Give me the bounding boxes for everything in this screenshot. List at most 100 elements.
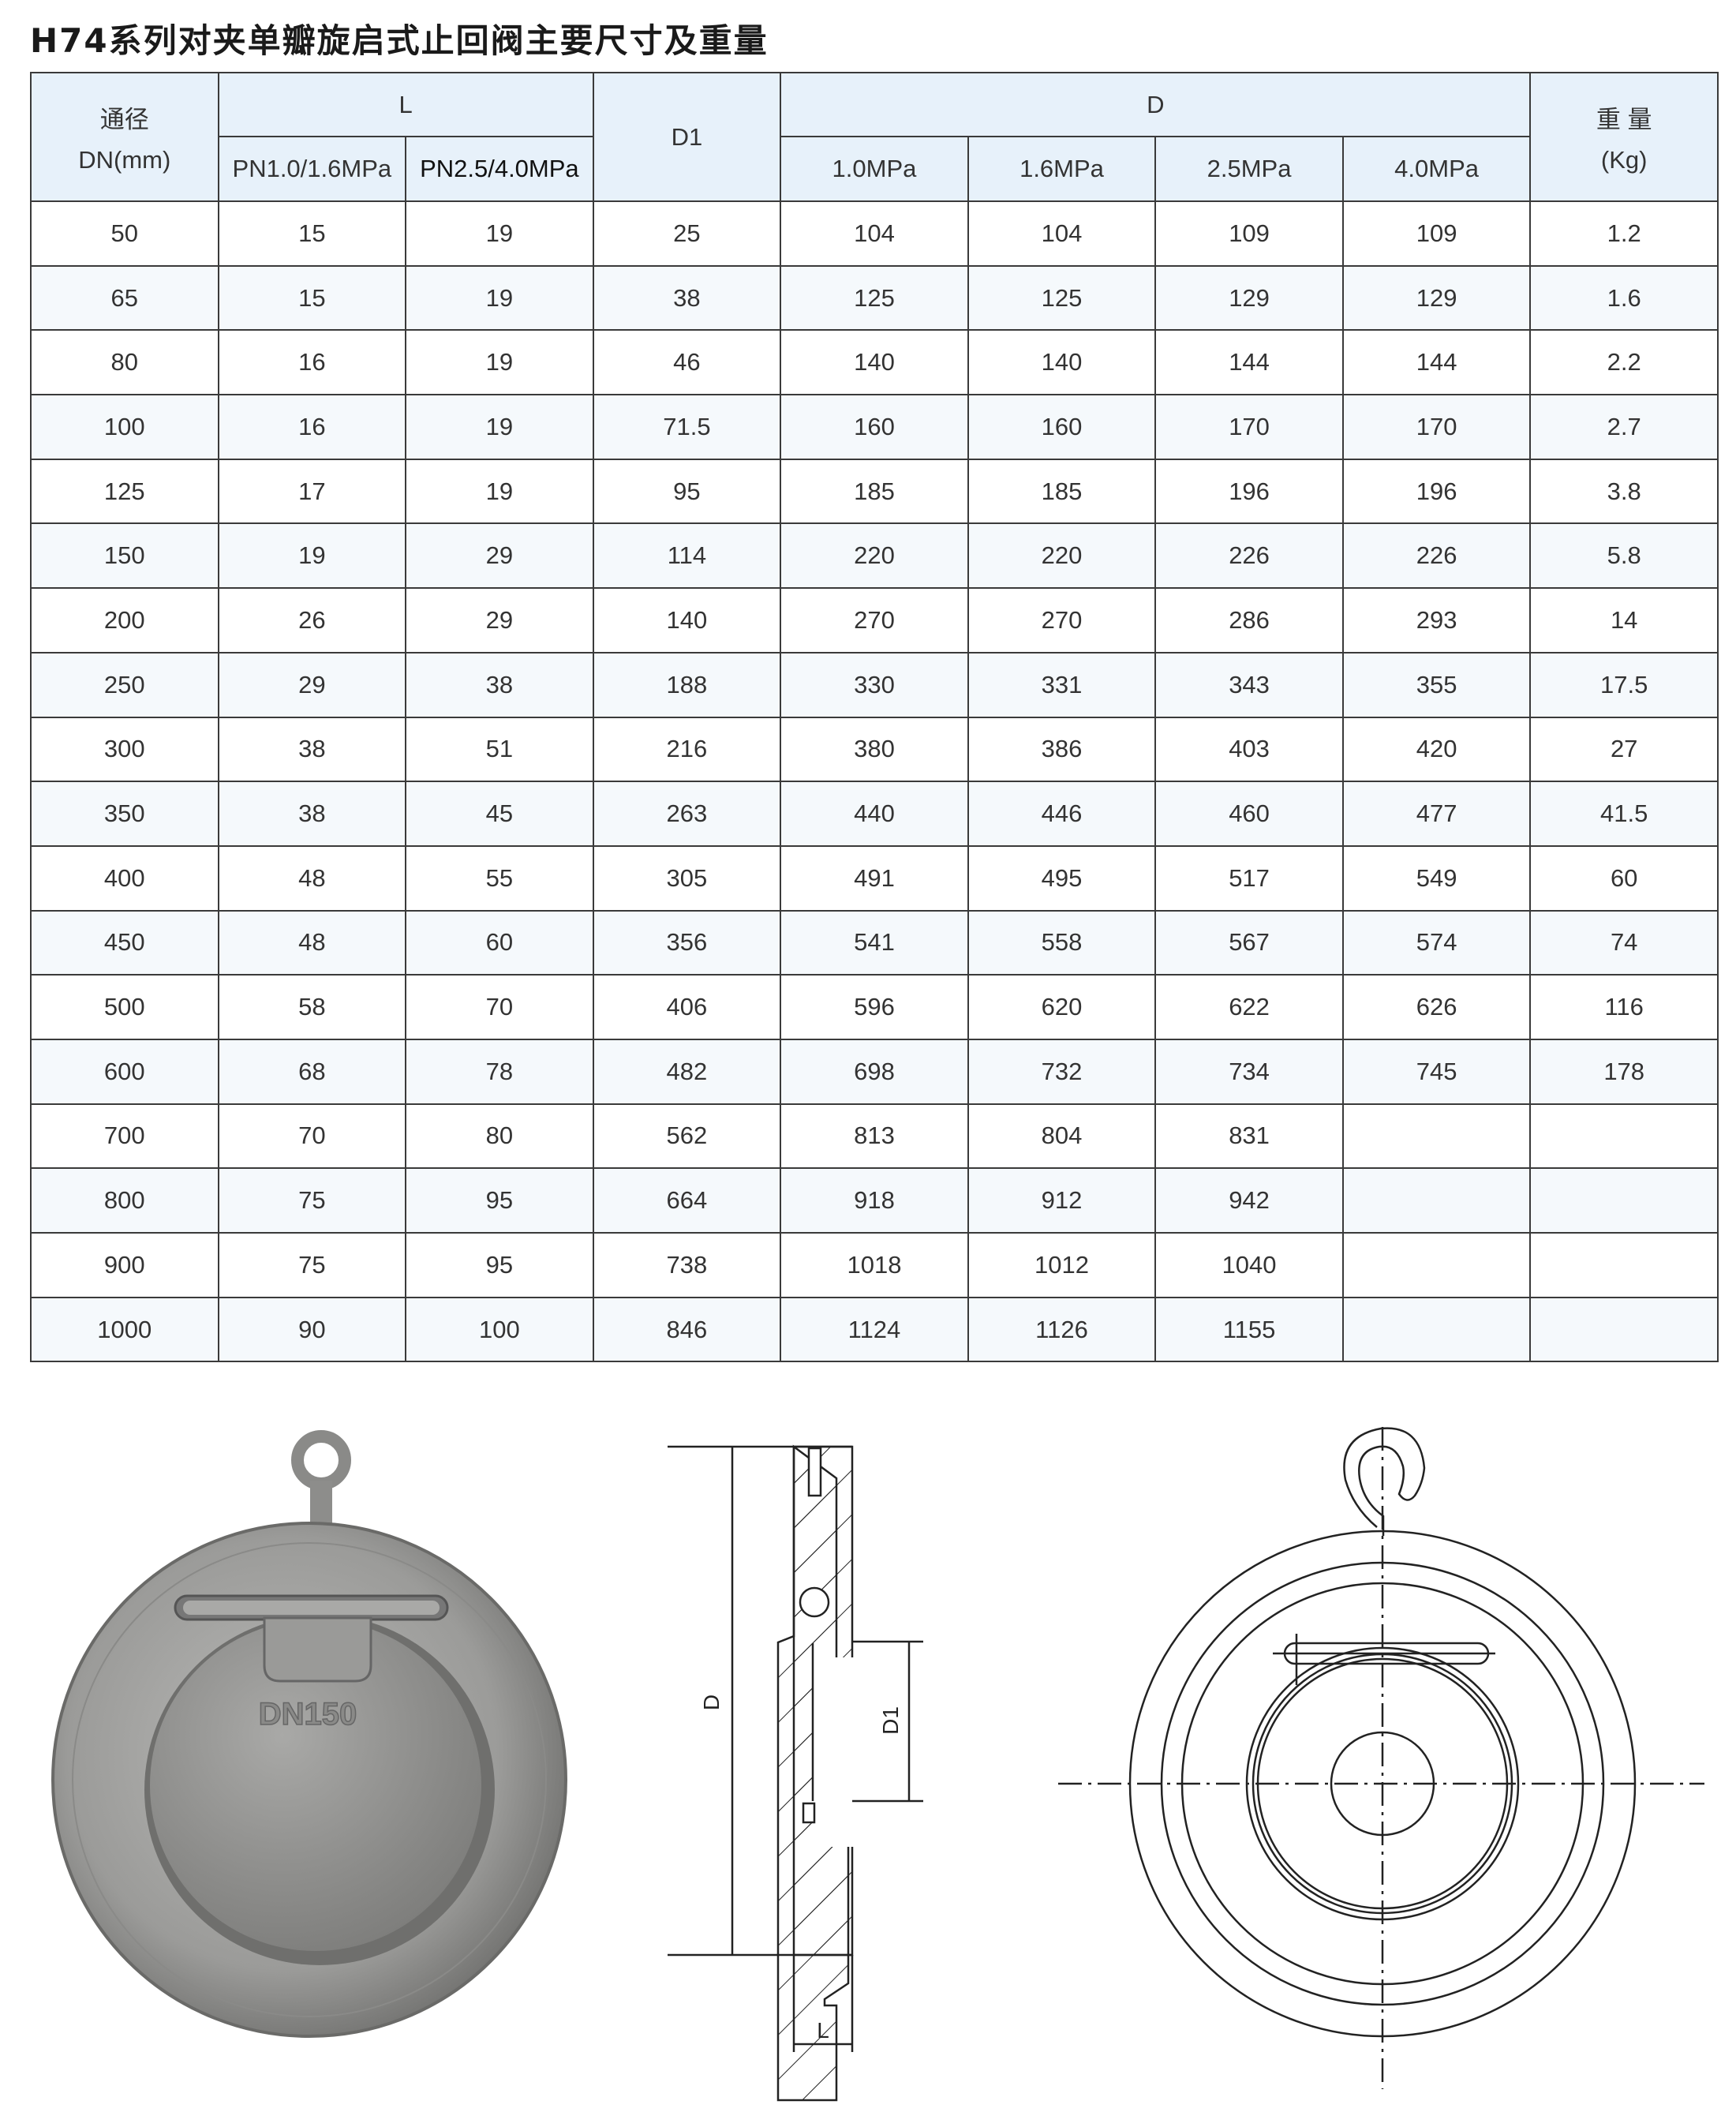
section-drawing: D D1 L bbox=[668, 1444, 923, 2102]
cell-D-10: 220 bbox=[780, 522, 969, 590]
header-L-pn16: PN1.0/1.6MPa bbox=[217, 136, 407, 202]
cell-dn: 600 bbox=[30, 1038, 219, 1105]
cell-D-16: 1126 bbox=[967, 1296, 1157, 1363]
cell-weight: 1.2 bbox=[1529, 200, 1719, 267]
cell-D-25: 622 bbox=[1154, 974, 1344, 1040]
cell-L-pn16: 15 bbox=[217, 264, 407, 331]
hook-icon bbox=[1343, 1427, 1426, 1536]
cell-D-40: 129 bbox=[1341, 264, 1532, 331]
cell-L-pn16: 29 bbox=[217, 651, 407, 718]
cell-D-25: 109 bbox=[1154, 200, 1344, 267]
table-row: 1000 90 100 846 1124 1126 1155 bbox=[30, 1296, 1719, 1363]
cell-D-40 bbox=[1341, 1232, 1532, 1298]
cell-weight: 5.8 bbox=[1529, 522, 1719, 590]
photo-marking: DN150 bbox=[259, 1697, 357, 1732]
cell-D-10: 125 bbox=[780, 264, 969, 331]
cell-weight bbox=[1529, 1167, 1719, 1234]
cell-D-16: 732 bbox=[967, 1038, 1157, 1105]
cell-D-25: 831 bbox=[1154, 1103, 1344, 1170]
cell-D-25: 129 bbox=[1154, 264, 1344, 331]
cell-weight: 74 bbox=[1529, 909, 1719, 976]
cell-D-40: 196 bbox=[1341, 458, 1532, 525]
cell-weight: 178 bbox=[1529, 1038, 1719, 1105]
cell-D1: 188 bbox=[592, 651, 782, 718]
cell-L-pn16: 90 bbox=[217, 1296, 407, 1363]
table-row: 100 16 19 71.5 160 160 170 170 2.7 bbox=[30, 394, 1719, 460]
cell-L-pn16: 75 bbox=[217, 1167, 407, 1234]
cell-L-pn40: 80 bbox=[405, 1103, 594, 1170]
cell-D1: 356 bbox=[592, 909, 782, 976]
table-row: 800 75 95 664 918 912 942 bbox=[30, 1167, 1719, 1234]
cell-D-40: 477 bbox=[1341, 781, 1532, 847]
cell-D-25: 343 bbox=[1154, 651, 1344, 718]
cell-weight: 116 bbox=[1529, 974, 1719, 1040]
cell-weight: 17.5 bbox=[1529, 651, 1719, 718]
cell-L-pn40: 45 bbox=[405, 781, 594, 847]
cell-weight: 3.8 bbox=[1529, 458, 1719, 525]
header-D: D bbox=[780, 72, 1532, 137]
cell-dn: 1000 bbox=[30, 1296, 219, 1363]
cell-D-40: 109 bbox=[1341, 200, 1532, 267]
table-row: 125 17 19 95 185 185 196 196 3.8 bbox=[30, 458, 1719, 525]
cell-D1: 664 bbox=[592, 1167, 782, 1234]
cell-L-pn16: 38 bbox=[217, 716, 407, 783]
cell-D-10: 491 bbox=[780, 844, 969, 912]
cell-L-pn16: 16 bbox=[217, 394, 407, 460]
cell-D-16: 912 bbox=[967, 1167, 1157, 1234]
cell-L-pn16: 68 bbox=[217, 1038, 407, 1105]
cell-D-25: 170 bbox=[1154, 394, 1344, 460]
cell-D-40 bbox=[1341, 1167, 1532, 1234]
table-row: 80 16 19 46 140 140 144 144 2.2 bbox=[30, 329, 1719, 396]
cell-D1: 140 bbox=[592, 587, 782, 653]
cell-dn: 500 bbox=[30, 974, 219, 1040]
cell-L-pn40: 60 bbox=[405, 909, 594, 976]
table-row: 250 29 38 188 330 331 343 355 17.5 bbox=[30, 651, 1719, 718]
cell-L-pn40: 38 bbox=[405, 651, 594, 718]
header-L: L bbox=[217, 72, 594, 137]
cell-D-10: 440 bbox=[780, 781, 969, 847]
cell-D1: 216 bbox=[592, 716, 782, 783]
cell-D-16: 220 bbox=[967, 522, 1157, 590]
cell-weight bbox=[1529, 1296, 1719, 1363]
cell-weight bbox=[1529, 1103, 1719, 1170]
cell-D-16: 104 bbox=[967, 200, 1157, 267]
cell-D-10: 270 bbox=[780, 587, 969, 653]
cell-D-25: 286 bbox=[1154, 587, 1344, 653]
header-L-pn40: PN2.5/4.0MPa bbox=[405, 136, 594, 202]
cell-dn: 80 bbox=[30, 329, 219, 396]
cell-D-40: 293 bbox=[1341, 587, 1532, 653]
table-row: 900 75 95 738 1018 1012 1040 bbox=[30, 1232, 1719, 1298]
table-row: 300 38 51 216 380 386 403 420 27 bbox=[30, 716, 1719, 783]
cell-D-16: 185 bbox=[967, 458, 1157, 525]
cell-D-10: 813 bbox=[780, 1103, 969, 1170]
table-row: 400 48 55 305 491 495 517 549 60 bbox=[30, 844, 1719, 912]
cell-D-40: 549 bbox=[1341, 844, 1532, 912]
cell-D-16: 620 bbox=[967, 974, 1157, 1040]
cell-D-16: 140 bbox=[967, 329, 1157, 396]
cell-D-16: 270 bbox=[967, 587, 1157, 653]
header-weight-label: 重 量 bbox=[1596, 106, 1652, 133]
cell-L-pn16: 70 bbox=[217, 1103, 407, 1170]
cell-D-25: 517 bbox=[1154, 844, 1344, 912]
cell-weight: 60 bbox=[1529, 844, 1719, 912]
cell-D-10: 140 bbox=[780, 329, 969, 396]
cell-L-pn16: 17 bbox=[217, 458, 407, 525]
valve-photo: DN150 bbox=[51, 1430, 567, 2038]
cell-D-40 bbox=[1341, 1103, 1532, 1170]
cell-dn: 700 bbox=[30, 1103, 219, 1170]
label-D1: D1 bbox=[878, 1706, 903, 1735]
cell-D1: 305 bbox=[592, 844, 782, 912]
cell-D1: 95 bbox=[592, 458, 782, 525]
cell-L-pn40: 29 bbox=[405, 587, 594, 653]
cell-L-pn40: 100 bbox=[405, 1296, 594, 1363]
cell-D-16: 386 bbox=[967, 716, 1157, 783]
table-row: 700 70 80 562 813 804 831 bbox=[30, 1103, 1719, 1170]
cell-L-pn40: 19 bbox=[405, 329, 594, 396]
cell-D-10: 330 bbox=[780, 651, 969, 718]
header-D-10: 1.0MPa bbox=[780, 136, 969, 202]
header-weight: 重 量 (Kg) bbox=[1529, 72, 1719, 202]
cell-D-16: 1012 bbox=[967, 1232, 1157, 1298]
cell-D-16: 558 bbox=[967, 909, 1157, 976]
cell-dn: 300 bbox=[30, 716, 219, 783]
cell-D-40: 170 bbox=[1341, 394, 1532, 460]
